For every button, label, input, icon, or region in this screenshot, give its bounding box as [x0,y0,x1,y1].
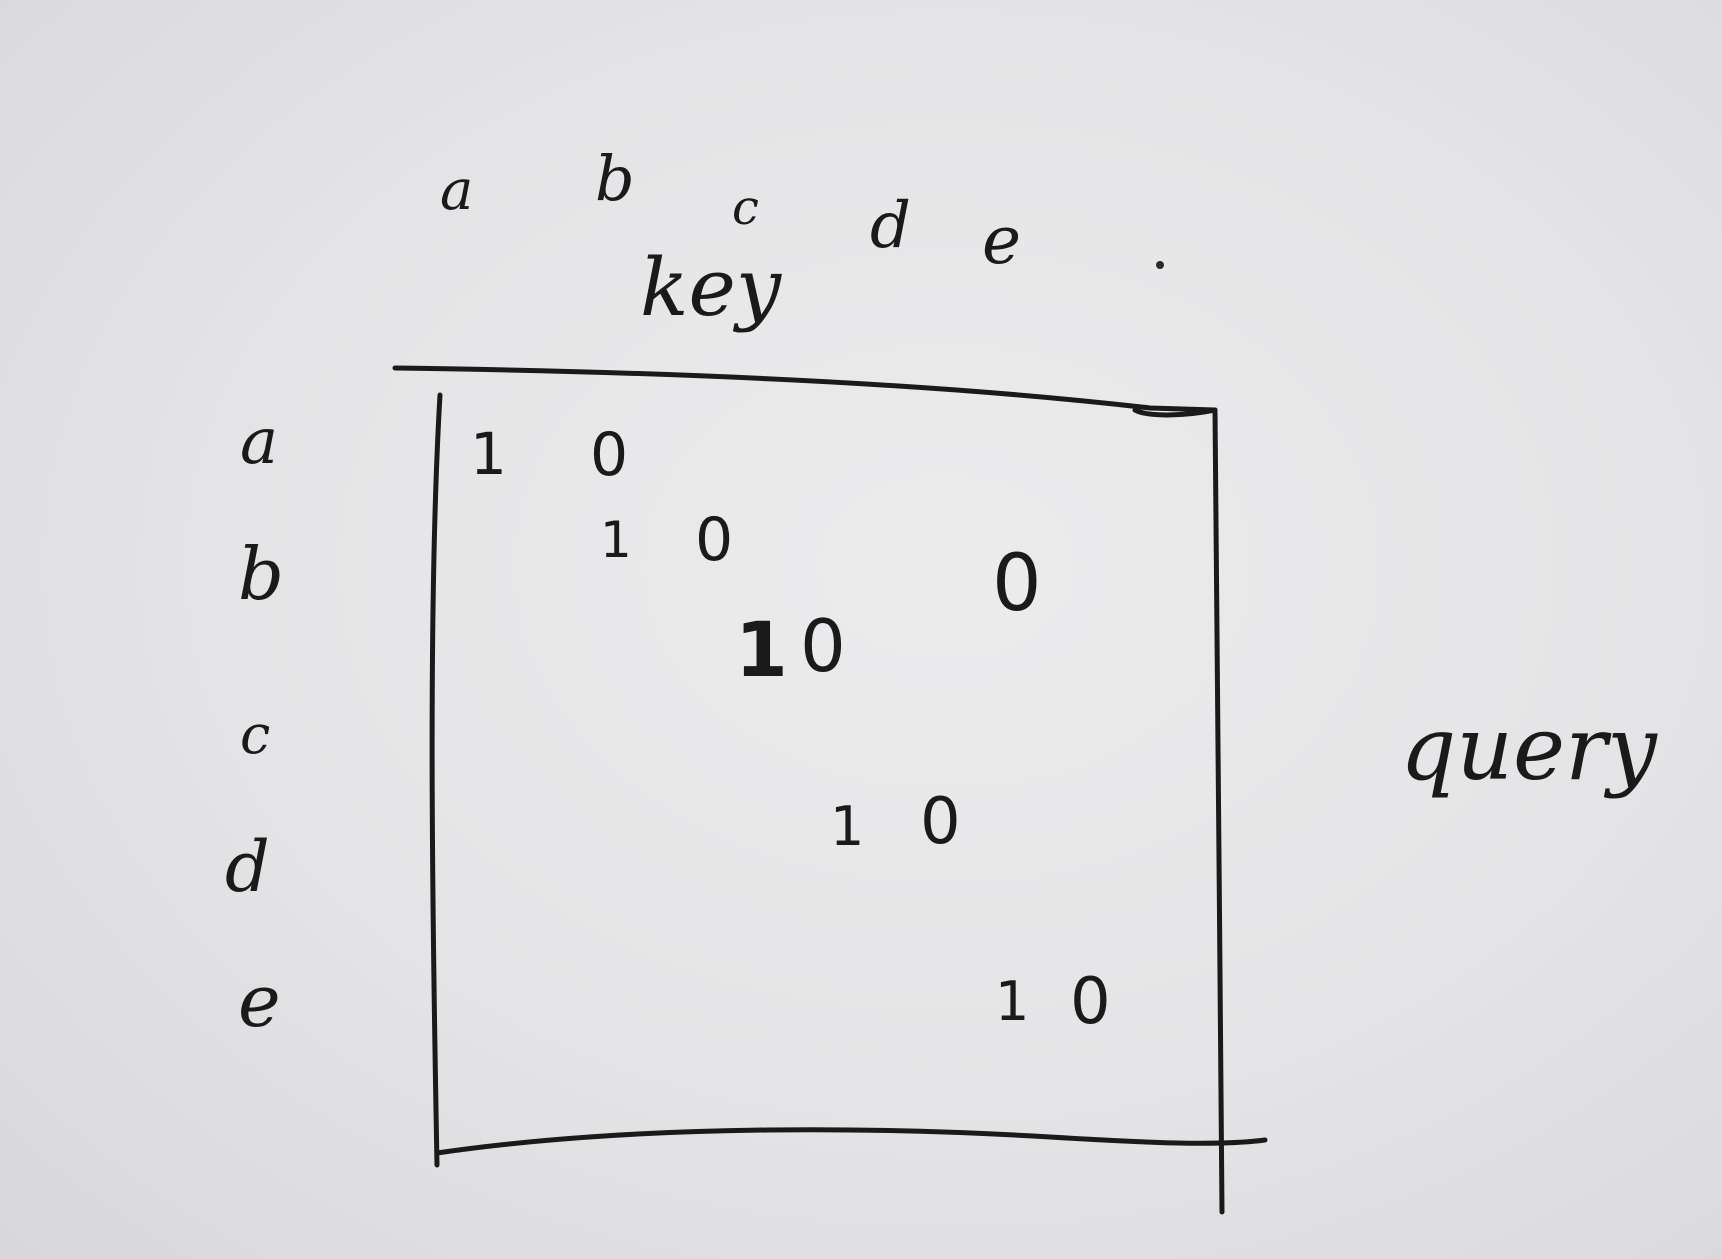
key-axis-title: key [640,241,782,334]
cell-e-e: 1 [995,970,1030,1033]
row-label-e: e [238,959,281,1043]
matrix-left-edge [429,392,443,1168]
cell-d-d: 1 [830,795,865,858]
cell-b-b: 1 [600,511,632,569]
cell-b-e: 0 [992,539,1042,629]
row-label-a: a [240,405,279,479]
column-label-d: d [870,189,911,263]
matrix-top-right-hook [1132,407,1218,418]
cell-e-f: 0 [1070,965,1111,1039]
column-label-a: a [440,158,474,223]
cell-b-c: 0 [695,505,734,575]
matrix-bottom-edge [434,1127,1268,1156]
cell-c-d: 0 [800,604,846,688]
column-label-e: e [982,202,1022,279]
cell-a-a: 1 [470,420,507,488]
matrix-right-edge [1212,407,1225,1215]
row-label-d: d [225,826,270,908]
ink-dot [1156,261,1164,269]
row-label-c: c [240,703,271,766]
column-label-b: b [595,142,635,215]
cell-d-e: 0 [920,785,961,859]
matrix-top-edge [392,365,1218,413]
cell-c-c: 1 [735,605,788,694]
query-axis-title: query [1400,697,1657,800]
cell-a-b: 0 [590,420,629,490]
row-label-b: b [238,532,285,616]
column-label-c: c [732,180,759,236]
